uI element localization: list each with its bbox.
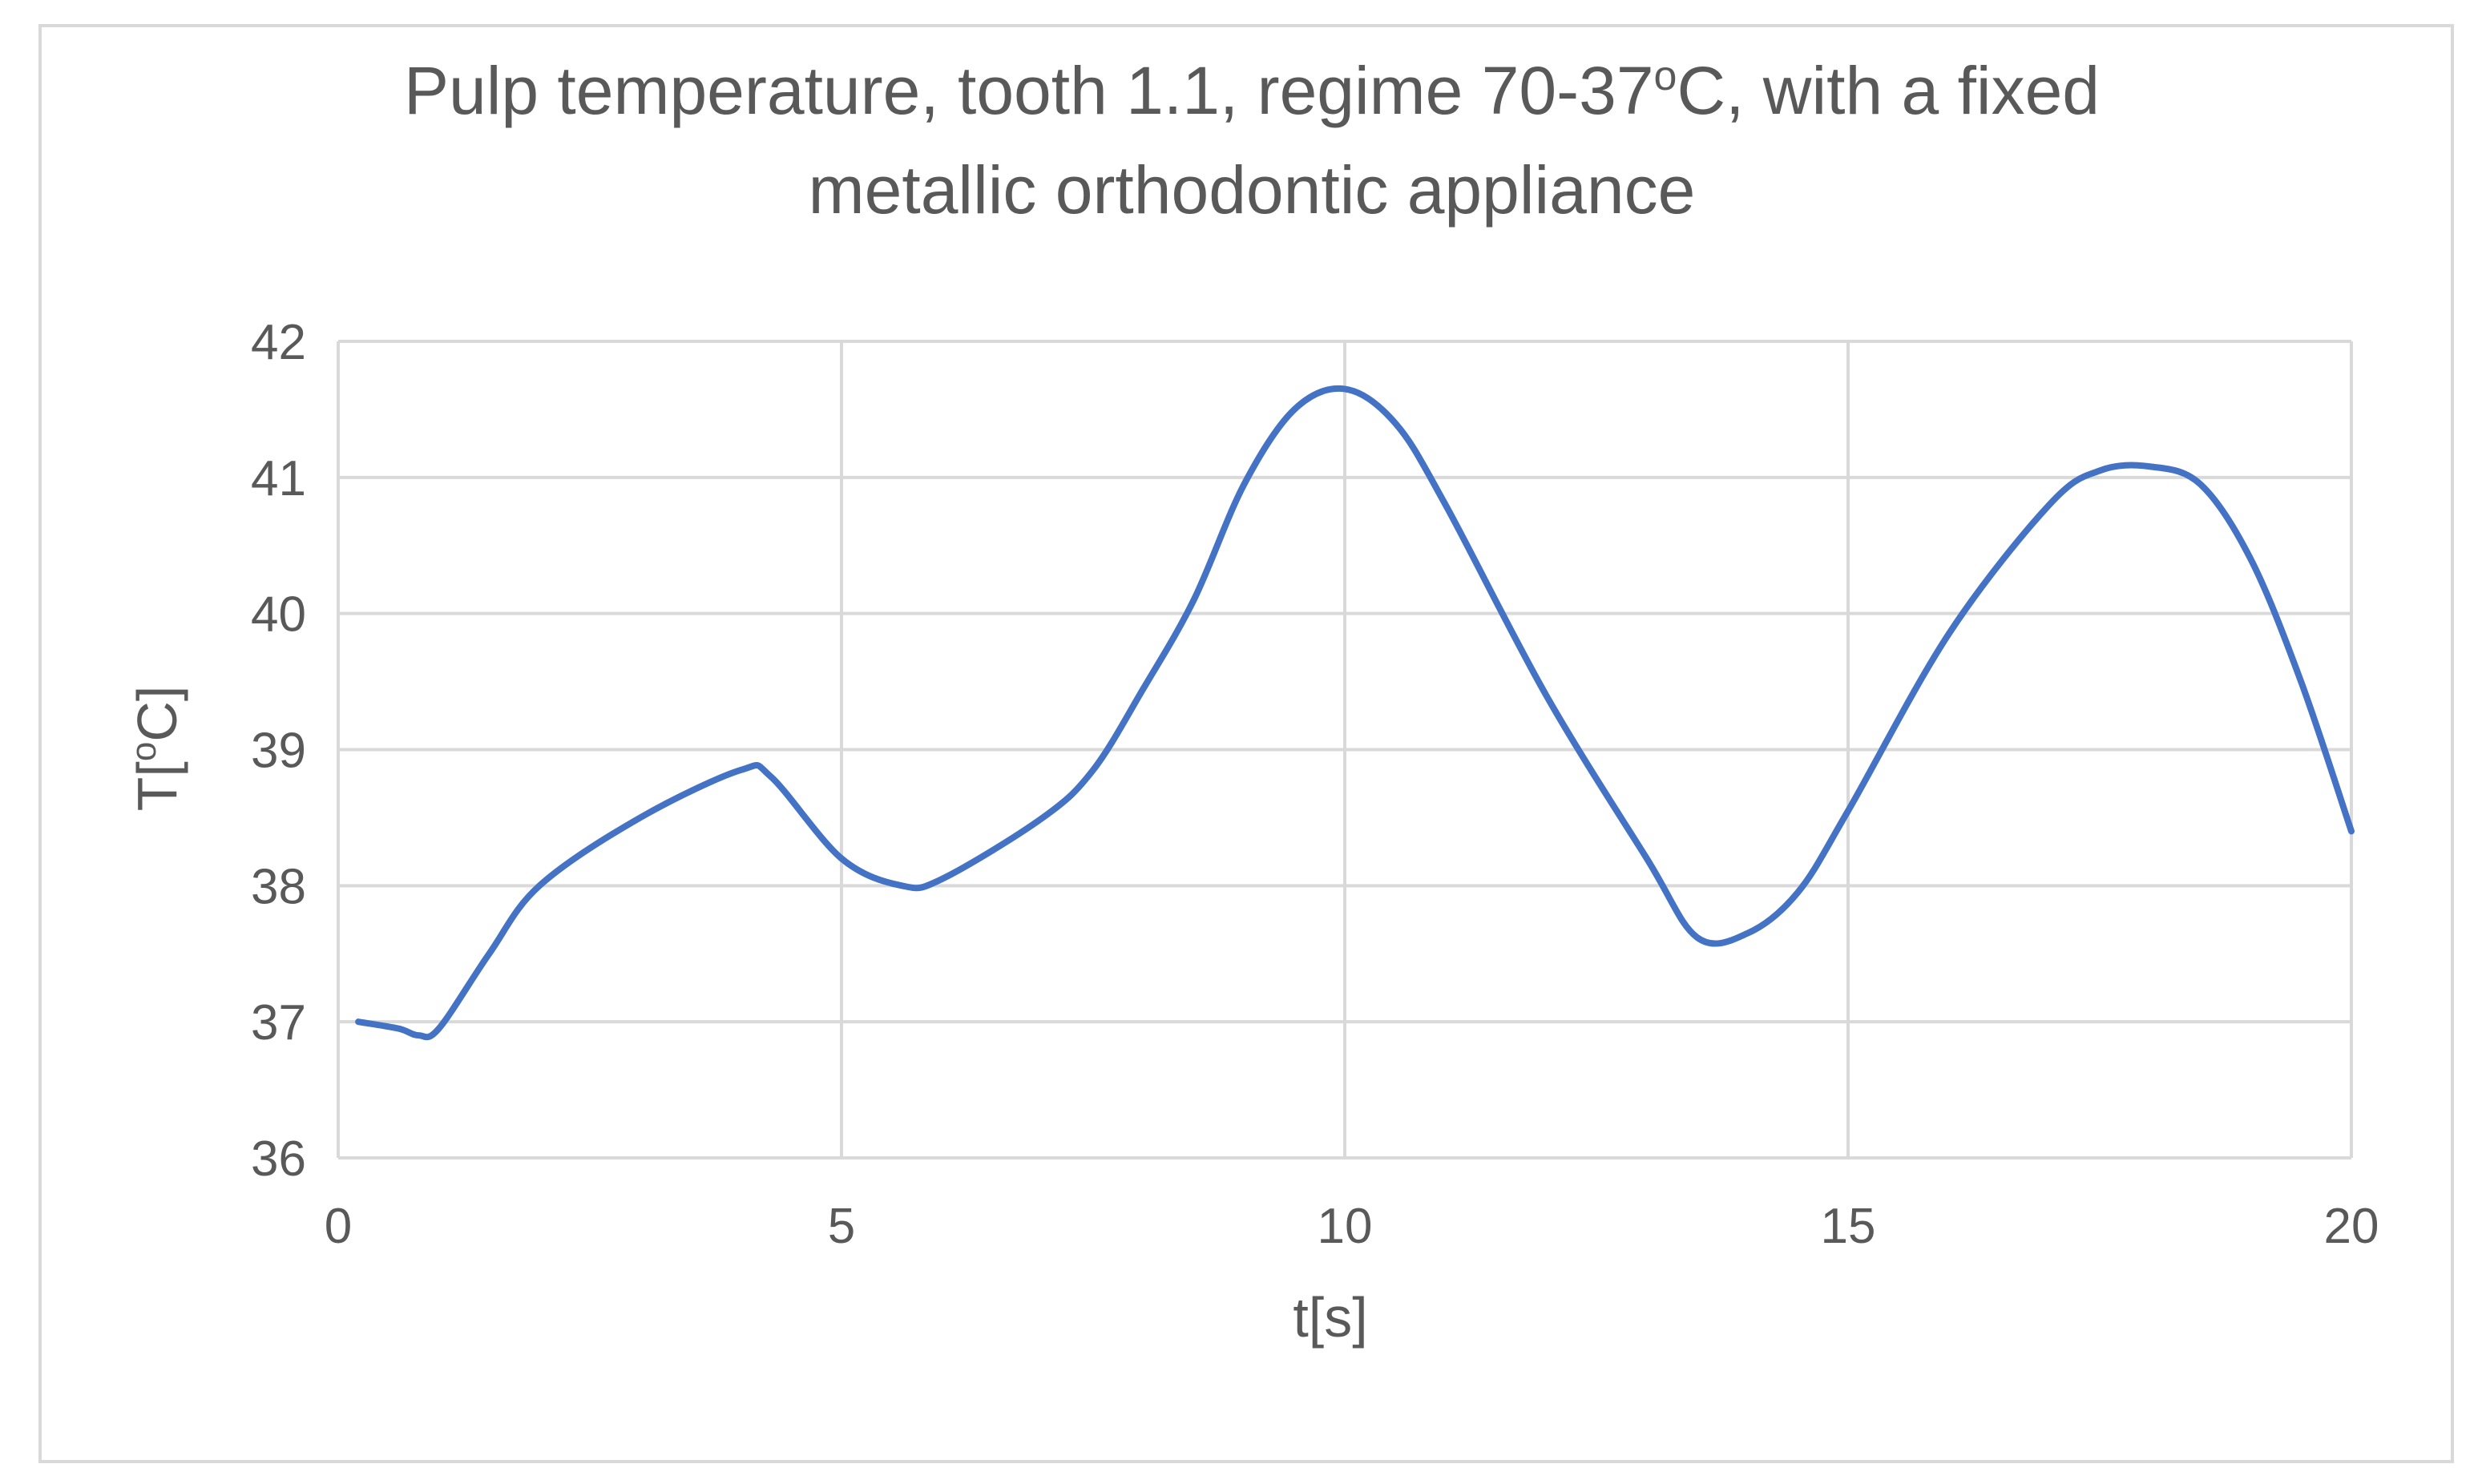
x-tick-label: 0 [325, 1199, 352, 1254]
chart-title-line-2: metallic orthodontic appliance [809, 152, 1696, 228]
y-axis-title: T[oC] [124, 686, 188, 812]
y-axis-tick-labels: 36 37 38 39 40 41 42 [251, 315, 306, 1187]
x-tick-label: 5 [828, 1199, 855, 1254]
y-tick-label: 36 [251, 1131, 306, 1187]
x-tick-label: 15 [1821, 1199, 1876, 1254]
x-axis-tick-labels: 0 5 10 15 20 [325, 1199, 2379, 1254]
y-tick-label: 37 [251, 995, 306, 1050]
chart-frame: Pulp temperature, tooth 1.1, regime 70-3… [38, 24, 2454, 1463]
x-axis-title: t[s] [1293, 1286, 1367, 1349]
x-tick-label: 10 [1318, 1199, 1373, 1254]
y-tick-label: 40 [251, 587, 306, 643]
y-tick-label: 42 [251, 315, 306, 370]
x-tick-label: 20 [2324, 1199, 2379, 1254]
series-line [355, 385, 2355, 1041]
horizontal-gridlines [338, 340, 2351, 1159]
y-tick-label: 38 [251, 859, 306, 914]
y-tick-label: 39 [251, 724, 306, 779]
chart-title-line-1: Pulp temperature, tooth 1.1, regime 70-3… [404, 53, 2100, 128]
line-chart: Pulp temperature, tooth 1.1, regime 70-3… [124, 53, 2379, 1349]
y-tick-label: 41 [251, 451, 306, 506]
